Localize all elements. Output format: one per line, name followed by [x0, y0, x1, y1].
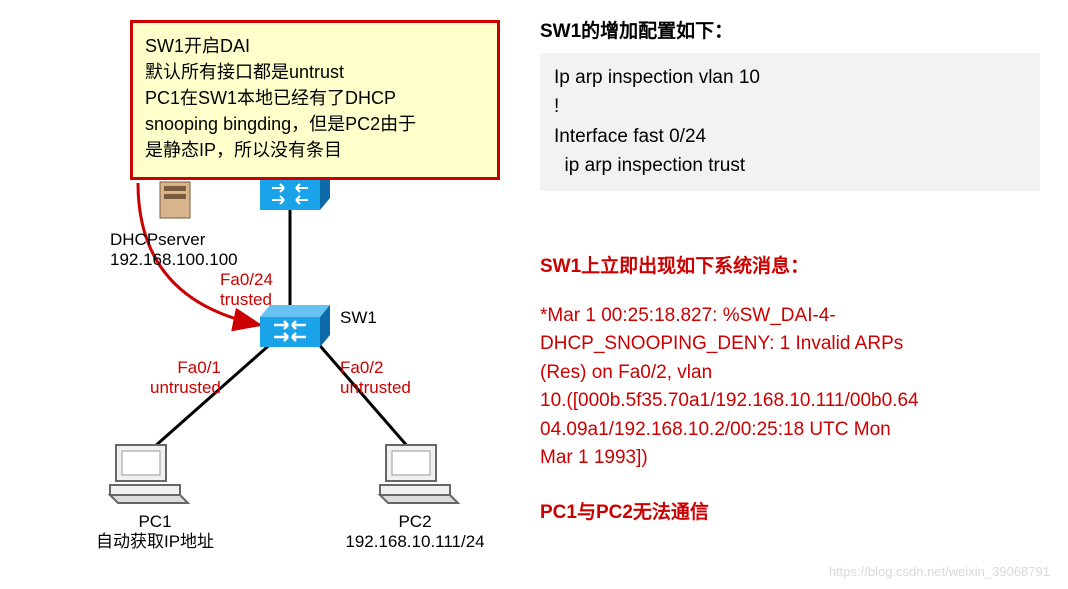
sysmsg-line: 10.([000b.5f35.70a1/192.168.10.111/00b0.…	[540, 387, 1040, 416]
config-line: Interface fast 0/24	[554, 126, 706, 147]
right-column: SW1的增加配置如下： Ip arp inspection vlan 10 ! …	[540, 16, 1040, 524]
sysmsg-line: *Mar 1 00:25:18.827: %SW_DAI-4-	[540, 302, 1040, 331]
sysmsg-body: *Mar 1 00:25:18.827: %SW_DAI-4- DHCP_SNO…	[540, 302, 1040, 473]
dhcp-ip: 192.168.100.100	[110, 250, 238, 270]
config-box: Ip arp inspection vlan 10 ! Interface fa…	[540, 53, 1040, 191]
port-state: trusted	[220, 290, 273, 310]
sysmsg-line: DHCP_SNOOPING_DENY: 1 Invalid ARPs	[540, 330, 1040, 359]
sw1-switch-icon	[260, 305, 330, 347]
pc-comm-status: PC1与PC2无法通信	[540, 497, 1040, 524]
pc1-name: PC1	[90, 512, 220, 532]
callout-line: SW1开启DAI	[145, 33, 485, 59]
port-fa01-label: Fa0/1 untrusted	[150, 358, 221, 399]
port-name: Fa0/2	[340, 358, 411, 378]
sysmsg-title: SW1上立即出现如下系统消息：	[540, 251, 1040, 278]
port-name: Fa0/24	[220, 270, 273, 290]
pc2-icon	[380, 445, 458, 503]
pc1-label: PC1 自动获取IP地址	[90, 512, 220, 553]
callout-line: snooping bingding，但是PC2由于	[145, 111, 485, 137]
dhcp-server-icon	[160, 182, 190, 218]
pc2-label: PC2 192.168.10.111/24	[330, 512, 500, 553]
page-root: SW1开启DAI 默认所有接口都是untrust PC1在SW1本地已经有了DH…	[0, 0, 1068, 589]
config-line: Ip arp inspection vlan 10	[554, 67, 760, 88]
port-state: untrusted	[150, 378, 221, 398]
port-fa02-label: Fa0/2 untrusted	[340, 358, 411, 399]
config-line: !	[554, 96, 559, 117]
pc1-icon	[110, 445, 188, 503]
pc2-ip: 192.168.10.111/24	[330, 532, 500, 552]
dhcp-name: DHCPserver	[110, 230, 238, 250]
port-name: Fa0/1	[150, 358, 221, 378]
callout-line: 默认所有接口都是untrust	[145, 59, 485, 85]
sysmsg-line: (Res) on Fa0/2, vlan	[540, 359, 1040, 388]
config-title: SW1的增加配置如下：	[540, 16, 1040, 43]
port-fa024-label: Fa0/24 trusted	[220, 270, 273, 311]
dhcp-label: DHCPserver 192.168.100.100	[110, 230, 238, 271]
sysmsg-line: Mar 1 1993])	[540, 444, 1040, 473]
callout-line: 是静态IP，所以没有条目	[145, 137, 485, 163]
sw1-label: SW1	[340, 308, 377, 328]
config-line: ip arp inspection trust	[554, 155, 745, 176]
port-state: untrusted	[340, 378, 411, 398]
pc2-name: PC2	[330, 512, 500, 532]
callout-line: PC1在SW1本地已经有了DHCP	[145, 85, 485, 111]
sysmsg-line: 04.09a1/192.168.10.2/00:25:18 UTC Mon	[540, 416, 1040, 445]
network-diagram: SW1开启DAI 默认所有接口都是untrust PC1在SW1本地已经有了DH…	[50, 0, 520, 589]
watermark: https://blog.csdn.net/weixin_39068791	[829, 564, 1050, 579]
pc1-desc: 自动获取IP地址	[90, 532, 220, 552]
callout-box: SW1开启DAI 默认所有接口都是untrust PC1在SW1本地已经有了DH…	[130, 20, 500, 180]
